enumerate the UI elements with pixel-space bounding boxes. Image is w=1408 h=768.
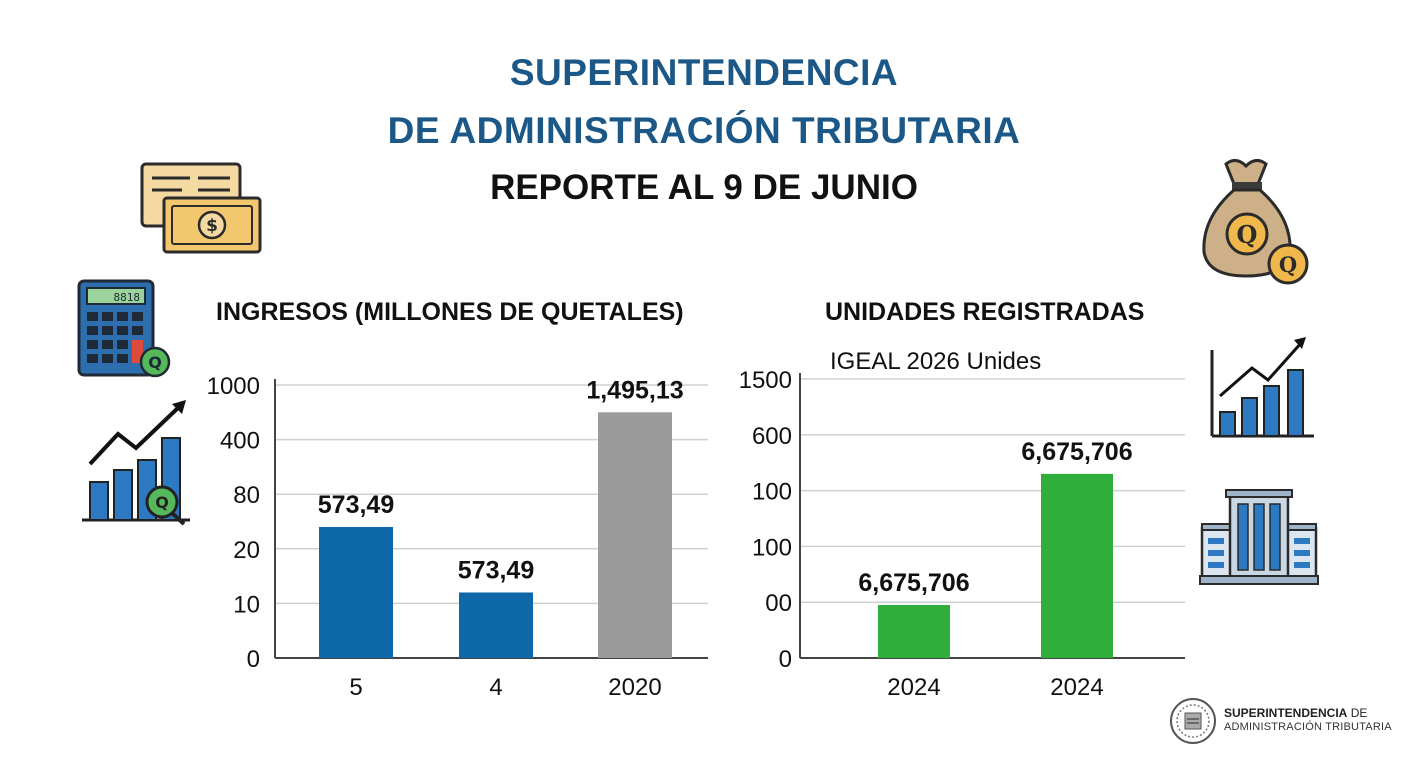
calculator-icon: 8818 Q bbox=[77, 279, 171, 378]
y-tick-label: 1000 bbox=[207, 373, 260, 400]
x-tick-label: 2020 bbox=[608, 674, 661, 701]
report-date-subtitle: REPORTE AL 9 DE JUNIO bbox=[490, 168, 918, 207]
bar bbox=[598, 412, 672, 658]
svg-text:Q: Q bbox=[1237, 220, 1258, 249]
bar-data-label: 573,49 bbox=[318, 491, 394, 519]
bar-data-label: 573,49 bbox=[458, 556, 534, 584]
logo-text-rest: DE bbox=[1347, 706, 1368, 720]
y-tick-label: 1500 bbox=[739, 367, 792, 394]
logo-text-bold: SUPERINTENDENCIA bbox=[1224, 706, 1348, 720]
bar bbox=[319, 526, 393, 658]
money-bills-icon: $ bbox=[140, 162, 262, 254]
bar bbox=[878, 604, 950, 658]
logo-text-line2: ADMINISTRACIÓN TRIBUTARIA bbox=[1224, 721, 1392, 733]
y-tick-label: 0 bbox=[247, 646, 260, 673]
bar bbox=[1041, 473, 1113, 658]
bar bbox=[459, 592, 533, 658]
units-chart-subtitle: IGEAL 2026 Unides bbox=[830, 348, 1042, 375]
x-tick-label: 4 bbox=[489, 674, 502, 701]
svg-text:Q: Q bbox=[1279, 252, 1297, 277]
money-bag-q-icon: Q Q bbox=[1202, 159, 1309, 285]
svg-text:8818: 8818 bbox=[114, 291, 141, 304]
x-tick-label: 2024 bbox=[1050, 674, 1103, 701]
revenue-chart-title: INGRESOS (MILLONES DE QUETALES) bbox=[216, 298, 684, 326]
bar-data-label: 6,675,706 bbox=[1021, 438, 1132, 466]
main-title-line2: DE ADMINISTRACIÓN TRIBUTARIA bbox=[387, 110, 1021, 151]
bar-chart-arrow-icon bbox=[1210, 337, 1314, 438]
y-tick-label: 10 bbox=[233, 591, 260, 618]
bar-data-label: 1,495,13 bbox=[586, 376, 683, 404]
sat-logo: SUPERINTENDENCIA DE ADMINISTRACIÓN TRIBU… bbox=[1168, 694, 1393, 748]
y-tick-label: 100 bbox=[752, 479, 792, 506]
units-chart-title: UNIDADES REGISTRADAS bbox=[825, 298, 1145, 326]
svg-text:$: $ bbox=[206, 216, 218, 236]
x-tick-label: 5 bbox=[349, 674, 362, 701]
building-icon bbox=[1199, 489, 1319, 585]
y-tick-label: 00 bbox=[765, 590, 792, 617]
main-title-line1: SUPERINTENDENCIA bbox=[509, 52, 899, 93]
y-tick-label: 80 bbox=[233, 482, 260, 509]
y-tick-label: 20 bbox=[233, 537, 260, 564]
growth-chart-q-icon: Q bbox=[82, 400, 190, 526]
sat-seal-icon bbox=[1170, 698, 1216, 744]
svg-text:Q: Q bbox=[148, 353, 162, 372]
y-tick-label: 600 bbox=[752, 423, 792, 450]
bar-data-label: 6,675,706 bbox=[858, 569, 969, 597]
svg-text:Q: Q bbox=[155, 493, 169, 512]
y-tick-label: 100 bbox=[752, 534, 792, 561]
x-tick-label: 2024 bbox=[887, 674, 940, 701]
logo-text-line1: SUPERINTENDENCIA DE bbox=[1224, 706, 1367, 720]
y-tick-label: 0 bbox=[779, 646, 792, 673]
y-tick-label: 400 bbox=[220, 428, 260, 455]
